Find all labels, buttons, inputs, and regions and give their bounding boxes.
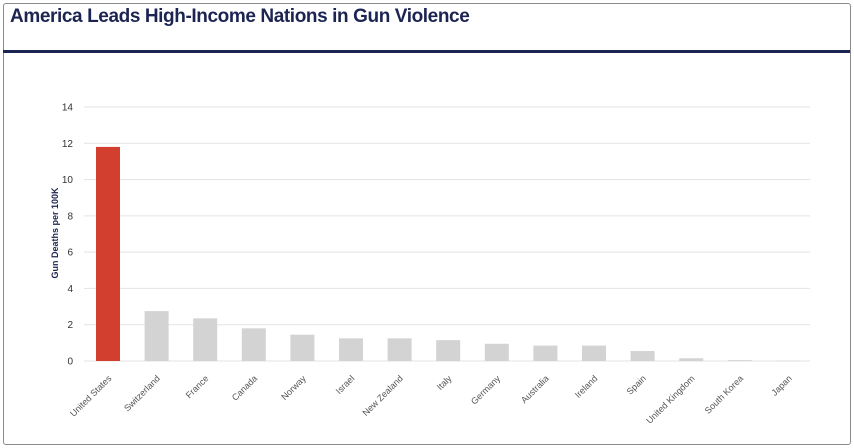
x-tick-label: Spain <box>625 373 648 396</box>
x-tick-label: Ireland <box>573 373 600 400</box>
x-tick-label: Australia <box>519 373 551 405</box>
y-tick-label: 14 <box>62 103 74 114</box>
x-tick-label: Switzerland <box>122 373 162 413</box>
y-tick-label: 2 <box>67 320 73 331</box>
x-tick-label: Italy <box>435 373 454 392</box>
bar-italy <box>436 340 461 361</box>
title-divider <box>3 50 850 53</box>
bars <box>96 146 801 362</box>
x-tick-label: United States <box>68 373 114 419</box>
bar-canada <box>241 328 266 361</box>
y-tick-label: 6 <box>67 248 73 259</box>
bar-switzerland <box>144 311 169 361</box>
y-axis-ticks: 0 2 4 6 8 10 12 14 <box>62 103 74 368</box>
x-axis-labels: United States Switzerland France Canada Norw… <box>68 373 794 426</box>
bar-new-zealand <box>387 338 412 361</box>
chart-title: America Leads High-Income Nations in Gun… <box>10 6 470 27</box>
x-tick-label: Canada <box>230 373 259 402</box>
bar-france <box>193 318 218 361</box>
y-tick-label: 10 <box>62 175 74 186</box>
x-tick-label: New Zealand <box>360 373 405 418</box>
gridlines <box>84 106 810 362</box>
bar-japan <box>776 360 801 362</box>
chart-frame <box>3 3 851 445</box>
y-tick-label: 0 <box>67 357 73 368</box>
x-tick-label: Israel <box>334 373 357 396</box>
y-tick-label: 8 <box>67 211 73 222</box>
x-tick-label: South Korea <box>703 373 745 415</box>
x-tick-label: France <box>184 373 211 400</box>
y-axis-label: Gun Deaths per 100K <box>50 187 60 279</box>
bar-ireland <box>582 345 606 361</box>
x-tick-label: Japan <box>769 373 793 397</box>
bar-norway <box>290 334 315 361</box>
y-tick-label: 12 <box>62 139 74 150</box>
bar-south-korea <box>727 360 752 361</box>
bar-australia <box>533 345 558 361</box>
bar-spain <box>630 351 655 361</box>
y-tick-label: 4 <box>67 284 73 295</box>
x-tick-label: Norway <box>279 373 308 402</box>
x-tick-label: United Kingdom <box>644 373 696 425</box>
bar-united-kingdom <box>679 358 704 361</box>
bar-germany <box>484 343 509 361</box>
bar-united-states <box>96 146 120 361</box>
bar-israel <box>339 338 363 361</box>
x-tick-label: Germany <box>469 373 503 407</box>
